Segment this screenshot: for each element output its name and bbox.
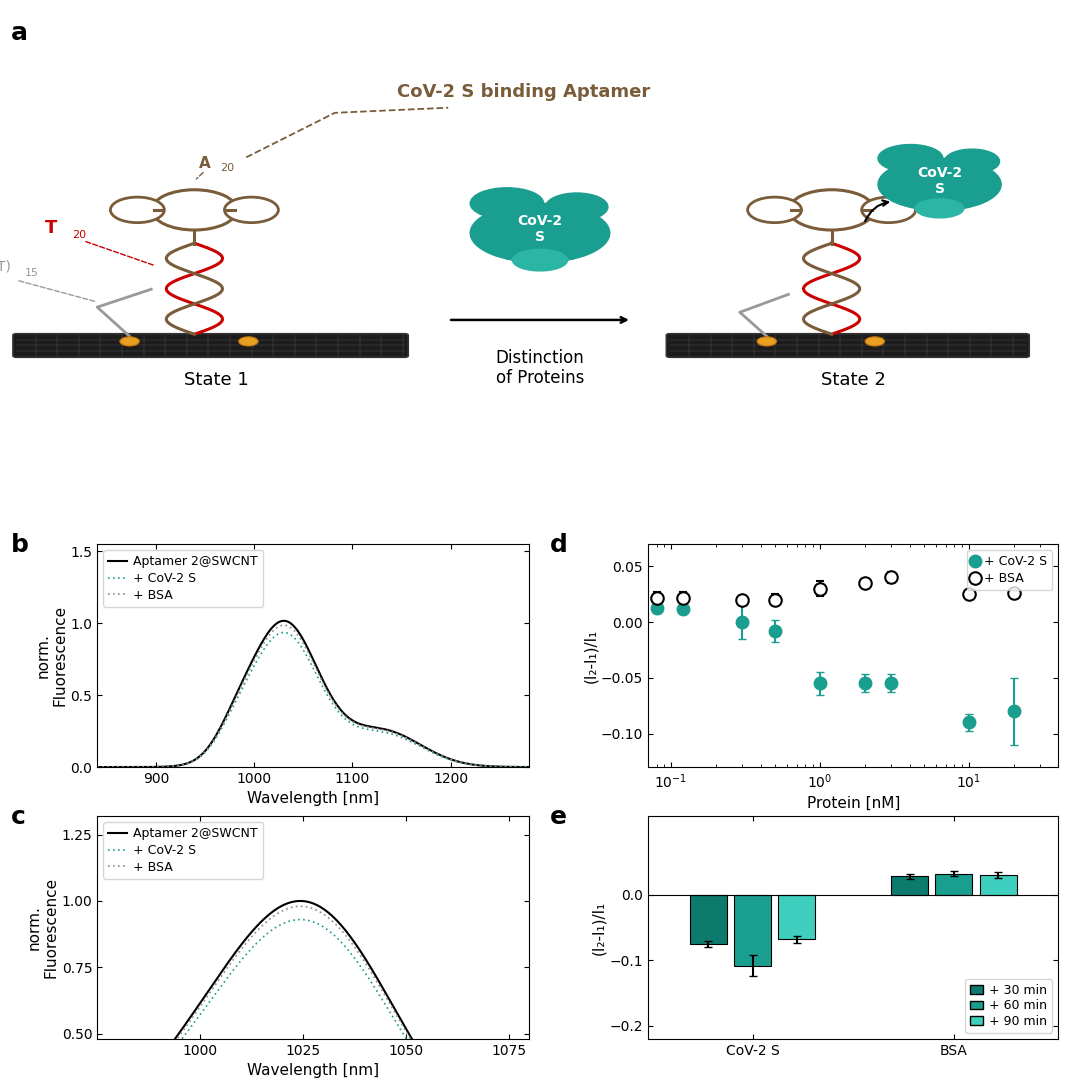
+ BSA: [202, 741, 215, 754]
+ CoV-2 S: [356, 963, 369, 976]
Text: Distinction
of Proteins: Distinction of Proteins: [496, 348, 584, 387]
Bar: [779, 894, 815, 939]
Line: + BSA: + BSA: [97, 626, 529, 767]
+ BSA: [349, 942, 362, 955]
+ CoV-2 S: [295, 913, 308, 926]
Circle shape: [789, 189, 874, 230]
+ CoV-2 S: [167, 759, 180, 772]
Legend: Aptamer 2@SWCNT, + CoV-2 S, + BSA: Aptamer 2@SWCNT, + CoV-2 S, + BSA: [104, 823, 264, 879]
+ BSA: [167, 759, 180, 772]
+ CoV-2 S: [287, 630, 300, 643]
Ellipse shape: [916, 199, 963, 218]
Aptamer 2@SWCNT: [91, 761, 104, 774]
+ CoV-2 S: [417, 741, 430, 754]
Aptamer 2@SWCNT: [356, 949, 369, 962]
Bar: [935, 874, 972, 894]
Y-axis label: (I₂-I₁)/I₁: (I₂-I₁)/I₁: [592, 901, 607, 954]
Aptamer 2@SWCNT: [523, 761, 536, 774]
+ BSA: [523, 761, 536, 774]
Ellipse shape: [470, 203, 610, 262]
Bar: [891, 876, 928, 894]
Circle shape: [747, 197, 801, 223]
Ellipse shape: [545, 193, 608, 221]
Aptamer 2@SWCNT: [287, 619, 300, 632]
+ CoV-2 S: [202, 742, 215, 755]
+ CoV-2 S: [349, 953, 362, 966]
Aptamer 2@SWCNT: [278, 615, 291, 628]
+ BSA: [356, 953, 369, 966]
Aptamer 2@SWCNT: [380, 724, 393, 737]
Bar: [734, 894, 771, 965]
Aptamer 2@SWCNT: [348, 936, 361, 949]
Aptamer 2@SWCNT: [295, 894, 308, 907]
Line: Aptamer 2@SWCNT: Aptamer 2@SWCNT: [97, 621, 529, 767]
Legend: + CoV-2 S, + BSA: + CoV-2 S, + BSA: [967, 551, 1052, 590]
Text: 20: 20: [220, 162, 234, 173]
Line: Aptamer 2@SWCNT: Aptamer 2@SWCNT: [97, 901, 529, 1088]
Ellipse shape: [470, 188, 543, 219]
Text: 15: 15: [25, 268, 39, 279]
Line: + CoV-2 S: + CoV-2 S: [97, 919, 529, 1088]
Text: CoV-2 S binding Aptamer: CoV-2 S binding Aptamer: [397, 83, 650, 101]
+ BSA: [417, 740, 430, 753]
Aptamer 2@SWCNT: [202, 741, 215, 754]
+ CoV-2 S: [346, 718, 359, 731]
+ CoV-2 S: [91, 761, 104, 774]
Text: CoV-2
S: CoV-2 S: [917, 165, 962, 196]
X-axis label: Wavelength [nm]: Wavelength [nm]: [247, 791, 379, 806]
+ BSA: [287, 623, 300, 636]
Text: A: A: [200, 156, 211, 171]
+ CoV-2 S: [523, 761, 536, 774]
Line: + BSA: + BSA: [97, 906, 529, 1088]
FancyBboxPatch shape: [13, 334, 408, 357]
Ellipse shape: [513, 249, 568, 271]
Text: a: a: [11, 21, 28, 45]
X-axis label: Protein [nM]: Protein [nM]: [807, 796, 900, 811]
Line: + CoV-2 S: + CoV-2 S: [97, 632, 529, 767]
Bar: [690, 894, 727, 944]
Circle shape: [862, 197, 916, 223]
Legend: + 30 min, + 60 min, + 90 min: + 30 min, + 60 min, + 90 min: [966, 979, 1052, 1033]
Text: c: c: [11, 805, 26, 829]
+ BSA: [380, 724, 393, 737]
Ellipse shape: [944, 149, 1000, 174]
Text: d: d: [550, 533, 567, 557]
Text: T: T: [44, 219, 57, 237]
Text: CoV-2
S: CoV-2 S: [517, 213, 563, 244]
Y-axis label: norm.
Fluorescence: norm. Fluorescence: [26, 877, 58, 978]
Aptamer 2@SWCNT: [346, 714, 359, 727]
+ BSA: [91, 761, 104, 774]
Circle shape: [152, 189, 237, 230]
Text: State 1: State 1: [184, 371, 248, 390]
+ BSA: [348, 940, 361, 953]
FancyBboxPatch shape: [666, 334, 1029, 357]
Ellipse shape: [878, 159, 1001, 210]
Aptamer 2@SWCNT: [167, 759, 180, 772]
Ellipse shape: [878, 145, 943, 172]
Text: State 2: State 2: [821, 371, 886, 390]
+ CoV-2 S: [380, 726, 393, 739]
Circle shape: [757, 337, 777, 346]
Circle shape: [239, 337, 258, 346]
+ BSA: [295, 900, 308, 913]
Y-axis label: norm.
Fluorescence: norm. Fluorescence: [36, 605, 68, 706]
Text: e: e: [550, 805, 567, 829]
Circle shape: [225, 197, 279, 223]
+ BSA: [278, 619, 291, 632]
+ BSA: [346, 715, 359, 728]
Circle shape: [865, 337, 885, 346]
X-axis label: Wavelength [nm]: Wavelength [nm]: [247, 1063, 379, 1078]
Aptamer 2@SWCNT: [349, 938, 362, 951]
Legend: Aptamer 2@SWCNT, + CoV-2 S, + BSA: Aptamer 2@SWCNT, + CoV-2 S, + BSA: [104, 551, 264, 607]
Text: b: b: [11, 533, 29, 557]
Text: T): T): [0, 260, 11, 274]
Circle shape: [110, 197, 164, 223]
+ CoV-2 S: [348, 951, 361, 964]
Y-axis label: (I₂-I₁)/I₁: (I₂-I₁)/I₁: [583, 629, 598, 682]
Aptamer 2@SWCNT: [417, 740, 430, 753]
+ CoV-2 S: [278, 626, 291, 639]
Bar: [980, 875, 1016, 894]
Text: 20: 20: [72, 231, 86, 240]
Circle shape: [120, 337, 139, 346]
